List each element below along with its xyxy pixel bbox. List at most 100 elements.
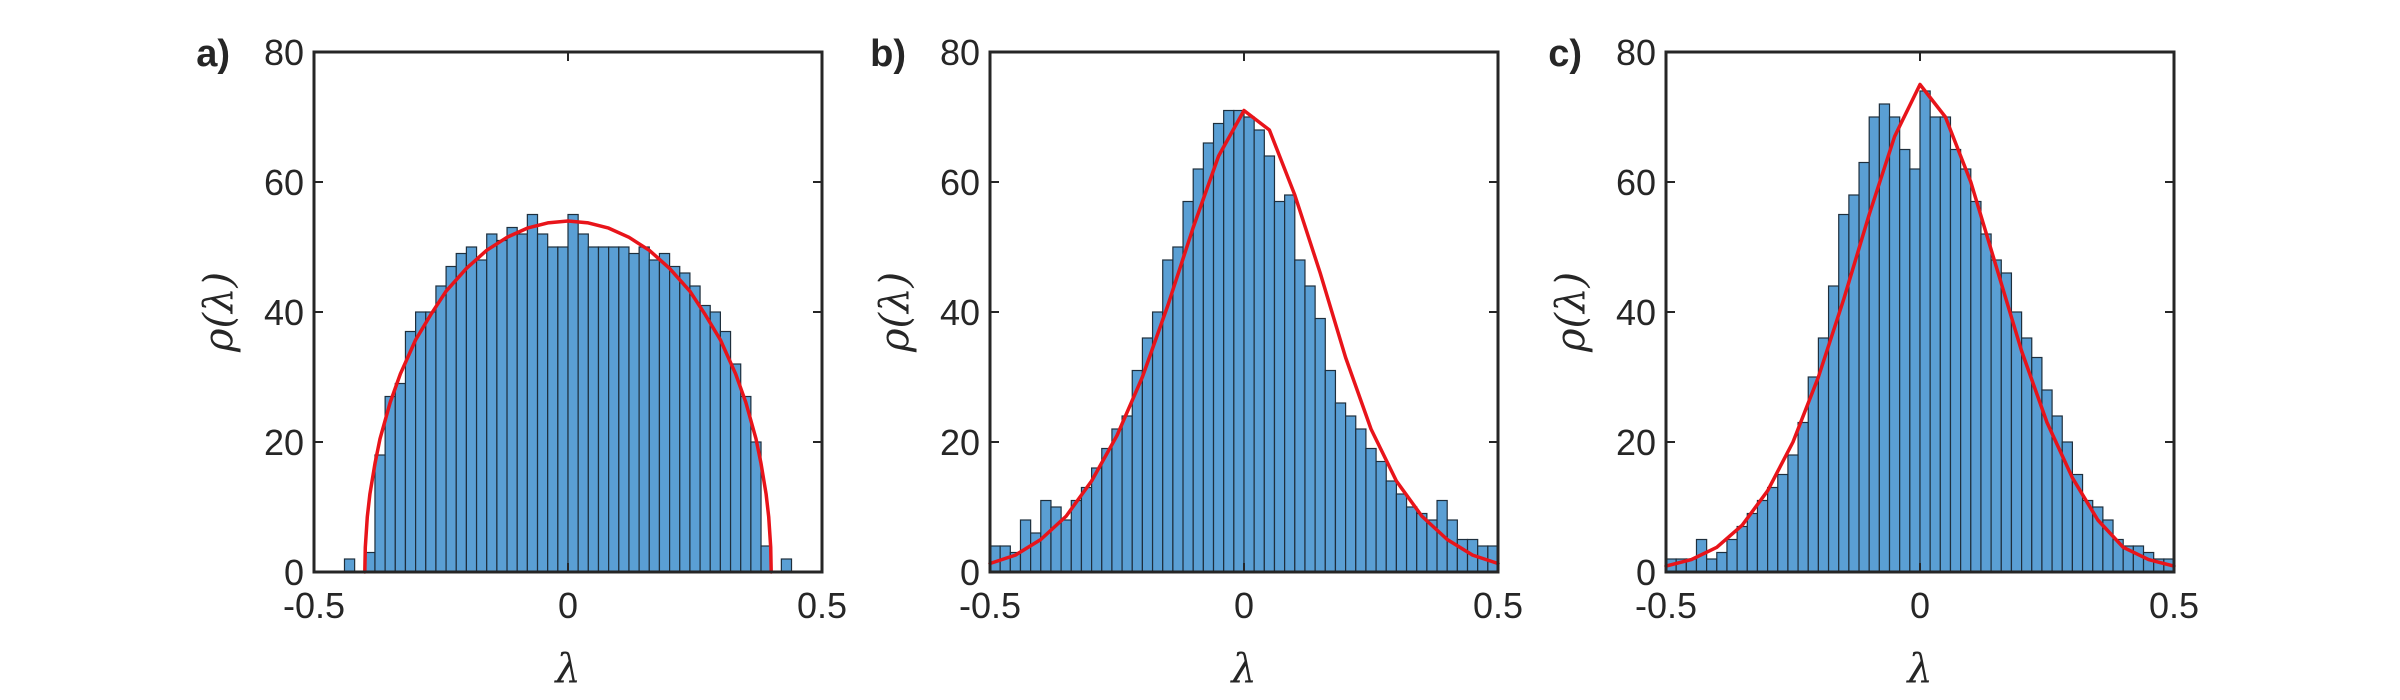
x-tick-label: -0.5 (1635, 585, 1697, 626)
histogram-bar (1777, 473, 1789, 573)
histogram-bar (1416, 512, 1428, 573)
histogram-bar (1766, 486, 1779, 573)
y-tick-label: 60 (264, 162, 304, 203)
histogram-bar (638, 246, 650, 573)
histogram-bar (628, 252, 640, 573)
histogram-bar (394, 382, 407, 573)
histogram-bar (1355, 428, 1367, 573)
histogram-bar (729, 363, 742, 573)
panel-label-c: c) (1548, 33, 1582, 75)
histogram-bar (1365, 447, 1377, 573)
histogram-bar (689, 285, 701, 573)
histogram-bar (384, 395, 396, 573)
x-tick-label: -0.5 (959, 585, 1021, 626)
y-tick-label: 40 (940, 292, 980, 333)
histogram-bar (1970, 200, 1982, 573)
density-curve-c (1664, 82, 2176, 568)
histogram-bar (1243, 116, 1255, 573)
histogram-bar (1716, 551, 1728, 573)
histogram-bar (1223, 109, 1235, 573)
histogram-bar (587, 246, 600, 573)
histogram-bar (1263, 155, 1276, 573)
histogram-bar (516, 233, 528, 573)
histogram-bar (1939, 116, 1952, 573)
histogram-bar (1919, 90, 1931, 573)
histogram-bar (780, 558, 793, 573)
x-tick-label: 0.5 (2149, 585, 2199, 626)
y-tick-label: 0 (284, 552, 304, 593)
histogram-bar (1909, 168, 1921, 573)
x-tick-label: 0 (558, 585, 578, 626)
panel-label-a: a) (196, 33, 230, 75)
histogram-bar (1929, 116, 1941, 573)
histogram-bar (1060, 519, 1072, 573)
histogram-bar (343, 558, 356, 573)
histogram-bar (1807, 376, 1819, 573)
histogram-bar (455, 252, 467, 573)
histogram-bar (679, 272, 691, 573)
histogram-bar (1304, 285, 1316, 573)
y-tick-label: 40 (264, 292, 304, 333)
histogram-bar (1101, 447, 1113, 573)
histogram-bar (1385, 480, 1397, 573)
histogram-bar (1949, 148, 1962, 573)
histogram-bar (496, 239, 508, 573)
histogram-bar (1787, 454, 1799, 573)
histogram-bar (465, 246, 478, 573)
histogram-bar (536, 233, 549, 573)
x-axis-label-b: λ (1229, 646, 1256, 692)
histogram-bar (415, 311, 427, 573)
y-tick-label: 40 (1616, 292, 1656, 333)
histogram-bars-c (1665, 90, 2175, 573)
histogram-bar (1070, 499, 1083, 573)
y-tick-label: 60 (1616, 162, 1656, 203)
histogram-bar (1192, 168, 1204, 573)
histogram-bar (1314, 317, 1326, 573)
histogram-bar (1726, 538, 1738, 573)
x-tick-label: 0 (1910, 585, 1930, 626)
histogram-bar (740, 395, 752, 573)
histogram-bar (506, 226, 518, 573)
histogram-bar (1990, 259, 2002, 573)
histogram-bar (1838, 213, 1850, 573)
histogram-bar (1273, 200, 1286, 573)
y-tick-label: 20 (264, 422, 304, 463)
histogram-bar (547, 246, 559, 573)
histogram-bar (1405, 506, 1418, 573)
histogram-bar (1960, 168, 1972, 573)
y-tick-label: 80 (264, 32, 304, 73)
histogram-bar (404, 330, 417, 573)
histogram-bar (1284, 194, 1296, 573)
histogram-bar (668, 265, 681, 573)
histogram-bar (1899, 148, 1911, 573)
histogram-bars-a (343, 213, 793, 573)
histogram-bar (486, 233, 498, 573)
y-tick-label: 20 (940, 422, 980, 463)
x-tick-label: -0.5 (283, 585, 345, 626)
histogram-bar (475, 259, 488, 573)
histogram-bar (658, 252, 671, 573)
histogram-bar (577, 233, 589, 573)
x-tick-label: 0.5 (797, 585, 847, 626)
histogram-bar (1456, 538, 1469, 573)
density-curve-a (363, 219, 773, 574)
x-tick-label: 0 (1234, 585, 1254, 626)
y-tick-label: 0 (960, 552, 980, 593)
histogram-bar (1121, 415, 1133, 573)
y-tick-label: 80 (940, 32, 980, 73)
histogram-bar (618, 246, 630, 573)
histogram-bar (648, 259, 661, 573)
x-axis-label-a: λ (553, 646, 580, 692)
histogram-bar (1334, 402, 1347, 573)
density-curve-b (988, 108, 1500, 566)
y-tick-label: 20 (1616, 422, 1656, 463)
histogram-bar (374, 454, 386, 573)
histogram-bar (1151, 311, 1164, 573)
histogram-bar (1050, 506, 1062, 573)
y-tick-label: 80 (1616, 32, 1656, 73)
y-axis-label-a: ρ(λ) (196, 272, 242, 353)
